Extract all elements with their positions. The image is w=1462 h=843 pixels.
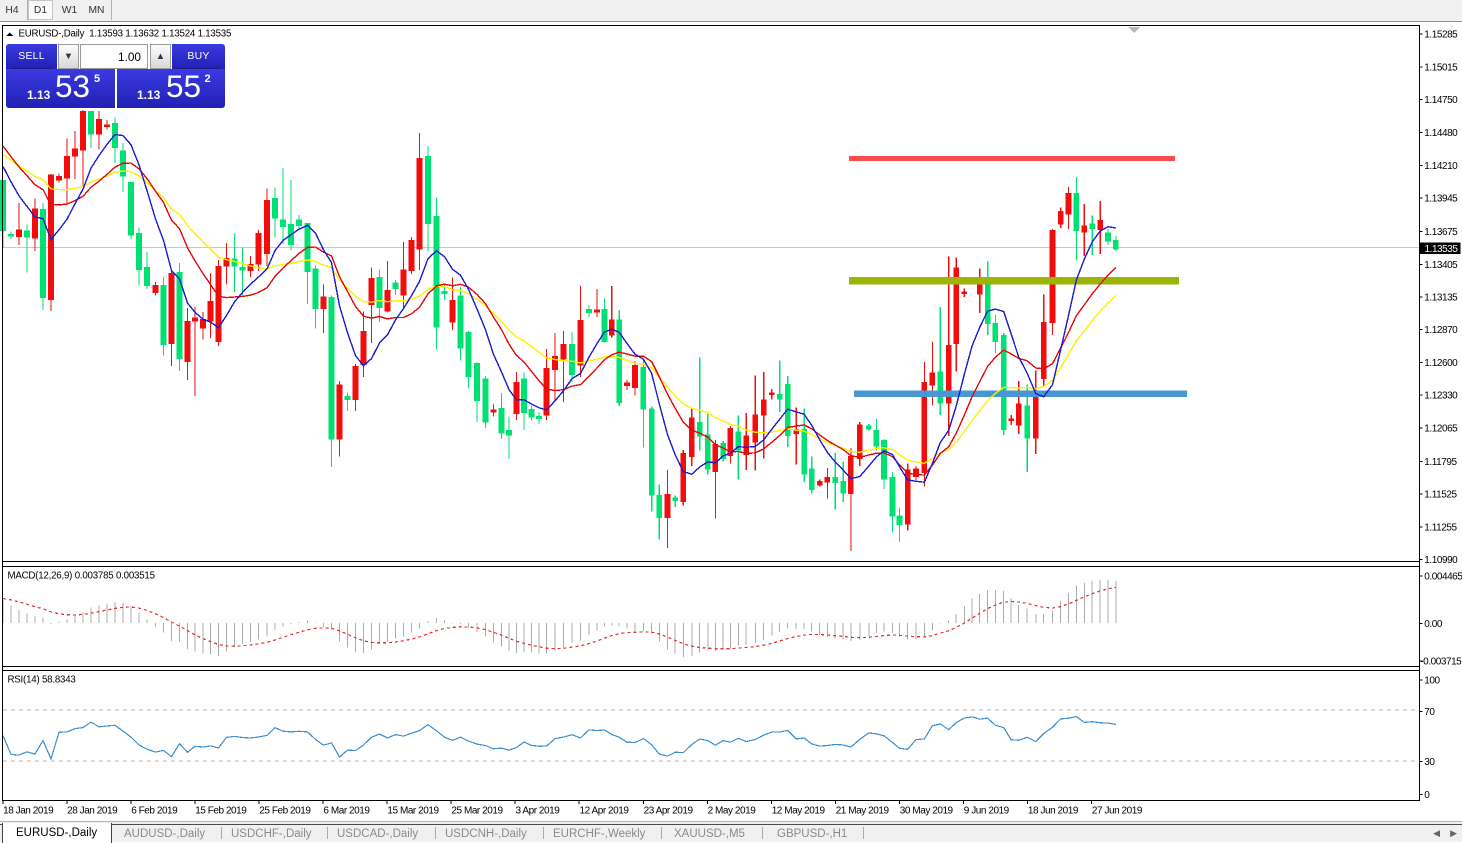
svg-text:30 May 2019: 30 May 2019 <box>900 806 954 817</box>
svg-text:27 Jun 2019: 27 Jun 2019 <box>1092 806 1143 817</box>
svg-text:EURUSD-,Daily 1.13593 1.13632: EURUSD-,Daily 1.13593 1.13632 1.13524 1.… <box>19 29 232 40</box>
svg-text:1.11525: 1.11525 <box>1424 489 1457 500</box>
svg-text:MACD(12,26,9) 0.003785 0.00351: MACD(12,26,9) 0.003785 0.003515 <box>8 571 155 582</box>
svg-text:12 May 2019: 12 May 2019 <box>772 806 826 817</box>
svg-text:0.004465: 0.004465 <box>1424 571 1462 582</box>
svg-text:100: 100 <box>1424 675 1440 686</box>
svg-text:0.00: 0.00 <box>1424 619 1443 630</box>
svg-text:1.15285: 1.15285 <box>1424 29 1458 40</box>
svg-text:1.11255: 1.11255 <box>1424 523 1457 534</box>
svg-text:25 Feb 2019: 25 Feb 2019 <box>259 806 311 817</box>
svg-text:1.11795: 1.11795 <box>1424 457 1457 468</box>
svg-text:1.13405: 1.13405 <box>1424 260 1458 271</box>
svg-text:18 Jan 2019: 18 Jan 2019 <box>3 806 54 817</box>
svg-text:1.10990: 1.10990 <box>1424 555 1458 566</box>
svg-text:25 Mar 2019: 25 Mar 2019 <box>451 806 503 817</box>
svg-text:21 May 2019: 21 May 2019 <box>836 806 890 817</box>
svg-text:9 Jun 2019: 9 Jun 2019 <box>964 806 1010 817</box>
svg-text:6 Mar 2019: 6 Mar 2019 <box>323 806 370 817</box>
svg-text:1.12600: 1.12600 <box>1424 358 1458 369</box>
svg-text:30: 30 <box>1424 757 1435 768</box>
svg-text:1.13945: 1.13945 <box>1424 194 1458 205</box>
svg-text:6 Feb 2019: 6 Feb 2019 <box>131 806 178 817</box>
svg-text:1.13535: 1.13535 <box>1425 244 1459 255</box>
svg-text:15 Mar 2019: 15 Mar 2019 <box>387 806 439 817</box>
svg-text:0: 0 <box>1424 790 1430 801</box>
svg-text:1.12870: 1.12870 <box>1424 325 1458 336</box>
svg-text:1.14210: 1.14210 <box>1424 161 1458 172</box>
svg-text:1.12065: 1.12065 <box>1424 424 1458 435</box>
svg-text:18 Jun 2019: 18 Jun 2019 <box>1028 806 1079 817</box>
svg-text:3 Apr 2019: 3 Apr 2019 <box>516 806 561 817</box>
svg-text:12 Apr 2019: 12 Apr 2019 <box>580 806 630 817</box>
svg-text:2 May 2019: 2 May 2019 <box>708 806 757 817</box>
svg-text:15 Feb 2019: 15 Feb 2019 <box>195 806 247 817</box>
svg-text:RSI(14) 58.8343: RSI(14) 58.8343 <box>8 675 76 686</box>
svg-text:23 Apr 2019: 23 Apr 2019 <box>644 806 694 817</box>
svg-text:1.13675: 1.13675 <box>1424 227 1458 238</box>
svg-text:1.15015: 1.15015 <box>1424 62 1458 73</box>
svg-text:1.14750: 1.14750 <box>1424 95 1458 106</box>
svg-text:70: 70 <box>1424 707 1435 718</box>
svg-text:-0.003715: -0.003715 <box>1420 657 1462 668</box>
svg-text:1.12330: 1.12330 <box>1424 391 1458 402</box>
svg-text:1.13135: 1.13135 <box>1424 293 1458 304</box>
svg-text:28 Jan 2019: 28 Jan 2019 <box>67 806 118 817</box>
svg-text:1.14480: 1.14480 <box>1424 128 1458 139</box>
